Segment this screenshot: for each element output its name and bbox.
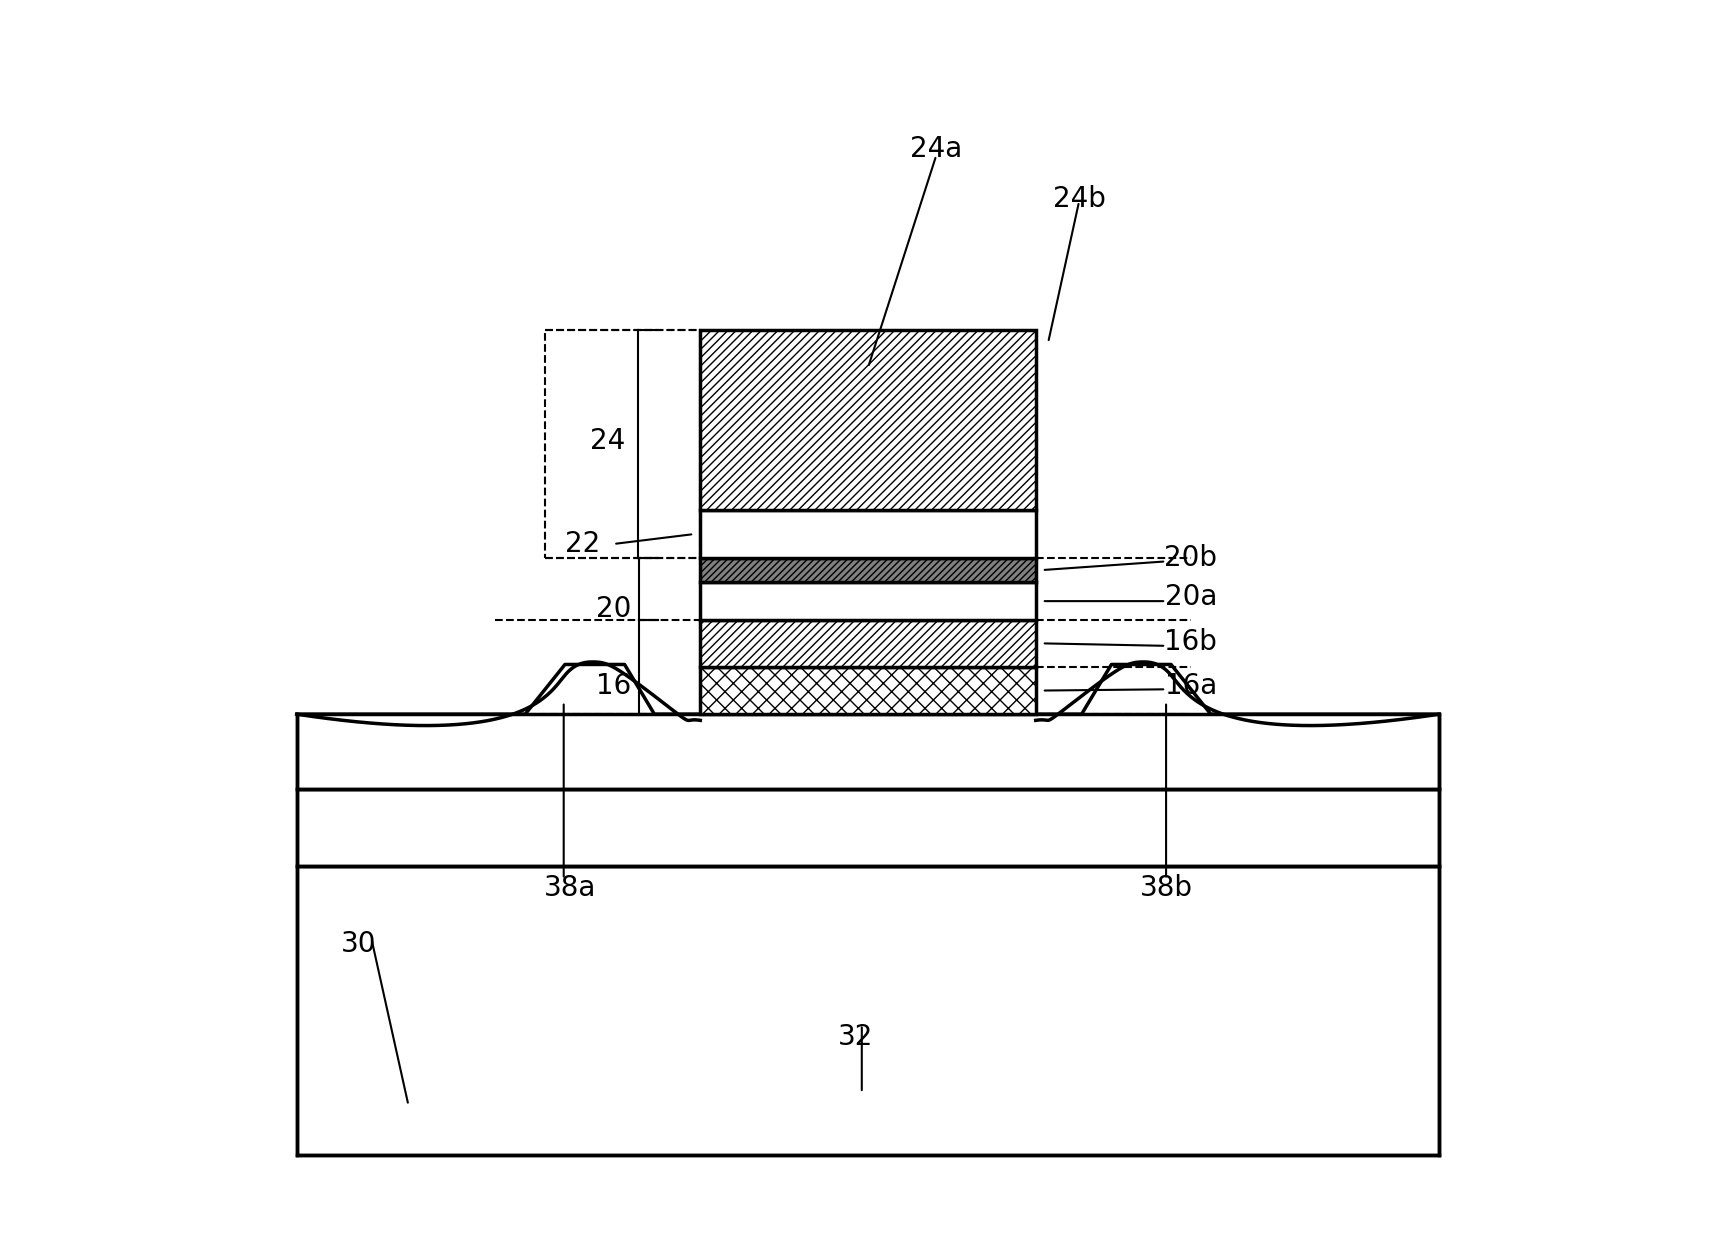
Text: 30: 30 bbox=[340, 930, 377, 958]
Bar bbox=[700, 667, 1036, 714]
Text: 16: 16 bbox=[595, 672, 630, 699]
Bar bbox=[297, 789, 1439, 866]
Bar bbox=[297, 866, 1439, 1155]
Bar bbox=[700, 330, 1036, 510]
Text: 16b: 16b bbox=[1165, 628, 1217, 656]
Text: 38b: 38b bbox=[1139, 874, 1193, 902]
Text: 38a: 38a bbox=[543, 874, 595, 902]
Bar bbox=[700, 582, 1036, 620]
Text: 22: 22 bbox=[564, 530, 601, 558]
Text: 24: 24 bbox=[590, 427, 625, 455]
Text: 20b: 20b bbox=[1165, 544, 1217, 571]
Text: 24b: 24b bbox=[1052, 185, 1106, 212]
Bar bbox=[700, 510, 1036, 558]
Bar bbox=[545, 330, 700, 558]
Text: 32: 32 bbox=[838, 1023, 873, 1051]
Text: 20: 20 bbox=[595, 595, 632, 622]
Text: 20a: 20a bbox=[1165, 584, 1217, 611]
Bar bbox=[700, 620, 1036, 667]
Text: 24a: 24a bbox=[910, 135, 962, 163]
Bar bbox=[297, 714, 1439, 789]
Bar bbox=[700, 558, 1036, 582]
Text: 16a: 16a bbox=[1165, 672, 1217, 699]
